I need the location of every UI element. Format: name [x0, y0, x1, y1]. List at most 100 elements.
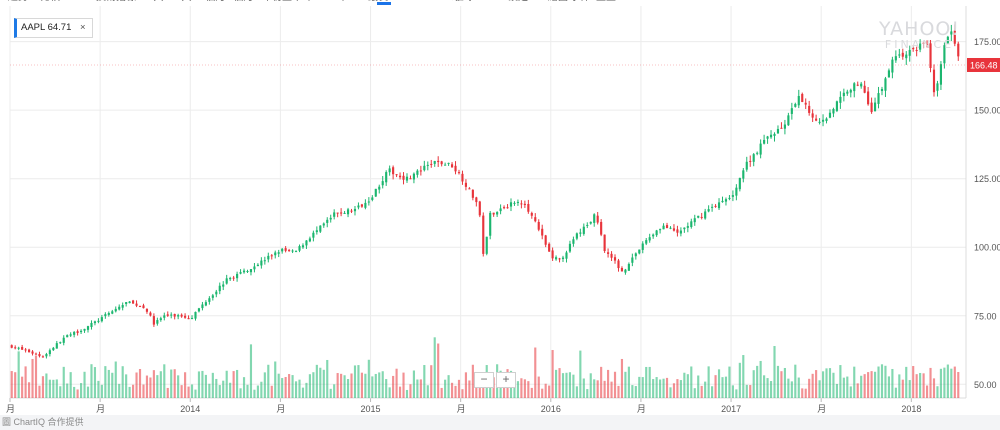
- volume-bar: [919, 372, 922, 398]
- candle-body: [388, 168, 391, 173]
- candle-body: [447, 162, 450, 164]
- toolbar-item[interactable]: 重置: [596, 0, 616, 4]
- candle-body: [787, 115, 790, 126]
- volume-bar: [610, 381, 613, 398]
- candle-body: [496, 212, 499, 215]
- x-tick-label: 2014: [180, 404, 200, 414]
- volume-bar: [520, 378, 523, 398]
- volume-bar: [69, 372, 72, 398]
- candle-body: [371, 197, 374, 200]
- toolbar-item[interactable]: 比較: [40, 0, 60, 4]
- candle-body: [582, 226, 585, 234]
- volume-bar: [308, 374, 311, 398]
- candle-body: [957, 43, 960, 57]
- candle-body: [281, 248, 284, 252]
- volume-bar: [392, 375, 395, 398]
- volume-bar: [125, 374, 128, 398]
- volume-bar: [381, 371, 384, 398]
- volume-bar: [423, 365, 426, 398]
- volume-bar: [884, 365, 887, 398]
- candle-body: [17, 347, 20, 349]
- candlestick-chart[interactable]: 175.00 150.00 125.00 100.00 75.00 50.00 月 月 2014…: [0, 6, 1000, 416]
- candle-body: [378, 186, 381, 190]
- toolbar-item[interactable]: 蠟燭: [452, 0, 472, 4]
- toolbar-item[interactable]: 6個月: [228, 0, 254, 4]
- series-legend[interactable]: AAPL 64.71 ×: [14, 18, 93, 38]
- candle-body: [891, 59, 894, 73]
- toolbar-item[interactable]: 最長: [368, 0, 388, 4]
- candle-body: [638, 249, 641, 254]
- volume-bar: [870, 371, 873, 398]
- candle-body: [464, 182, 468, 187]
- volume-bar: [86, 386, 90, 398]
- candle-body: [804, 102, 807, 105]
- toolbar-item[interactable]: 5天: [176, 0, 192, 4]
- candle-body: [34, 353, 38, 355]
- toolbar-item[interactable]: 事件: [570, 0, 590, 4]
- volume-bar: [551, 350, 554, 398]
- candle-body: [353, 208, 357, 212]
- volume-bar: [700, 385, 703, 398]
- toolbar-item[interactable]: 設定: [508, 0, 528, 4]
- volume-bar: [502, 386, 506, 398]
- volume-bar: [315, 364, 318, 398]
- volume-bar: [932, 378, 936, 398]
- volume-bar: [378, 372, 381, 398]
- candle-body: [364, 202, 367, 208]
- zoom-in-button[interactable]: +: [496, 372, 516, 388]
- candle-body: [440, 161, 443, 165]
- toolbar-item[interactable]: 1天: [148, 0, 164, 4]
- candle-body: [38, 354, 41, 357]
- y-tick-label: 125.00: [974, 174, 1000, 184]
- candle-body: [683, 227, 686, 230]
- volume-bar: [38, 385, 41, 398]
- volume-bar: [808, 378, 811, 398]
- toolbar-item[interactable]: 技術指標: [96, 0, 136, 4]
- toolbar-item[interactable]: 1年: [298, 0, 314, 4]
- candle-body: [953, 30, 956, 44]
- volume-bars: [10, 337, 960, 398]
- candle-body: [343, 212, 346, 214]
- candle-body: [166, 314, 169, 316]
- candle-body: [24, 349, 27, 351]
- toolbar-item[interactable]: 年初至今: [262, 0, 302, 4]
- volume-bar: [412, 370, 415, 398]
- candle-body: [402, 175, 405, 180]
- toolbar-item[interactable]: 趨勢: [8, 0, 28, 4]
- volume-bar: [52, 379, 55, 398]
- candle-body: [211, 295, 214, 298]
- volume-bar: [863, 374, 866, 398]
- volume-bar: [312, 372, 315, 398]
- toolbar-item[interactable]: 繪圖: [548, 0, 568, 4]
- legend-close-icon[interactable]: ×: [80, 22, 86, 33]
- candle-body: [530, 213, 533, 216]
- volume-bar: [828, 368, 832, 398]
- volume-bar: [717, 369, 721, 398]
- toolbar-item[interactable]: 1個月: [200, 0, 226, 4]
- volume-bar: [617, 385, 620, 398]
- candle-body: [218, 285, 221, 292]
- volume-bar: [693, 388, 696, 398]
- candle-body: [163, 315, 166, 318]
- candle-body: [62, 337, 65, 343]
- volume-bar: [620, 358, 624, 398]
- candle-body: [808, 105, 811, 113]
- volume-bar: [471, 364, 474, 398]
- volume-bar: [548, 385, 551, 398]
- candle-body: [142, 305, 145, 309]
- volume-bar: [409, 384, 412, 398]
- toolbar-item[interactable]: 5年: [332, 0, 348, 4]
- candle-body: [385, 172, 388, 183]
- volume-bar: [631, 385, 634, 398]
- volume-bar: [374, 373, 377, 398]
- zoom-out-button[interactable]: −: [474, 372, 494, 388]
- volume-bar: [114, 361, 117, 398]
- candle-body: [946, 36, 949, 44]
- volume-bar: [783, 367, 786, 398]
- candle-body: [457, 172, 461, 174]
- candle-body: [624, 269, 627, 273]
- volume-bar: [887, 376, 890, 398]
- volume-bar: [690, 366, 693, 398]
- volume-bar: [97, 380, 100, 398]
- candle-body: [485, 236, 488, 254]
